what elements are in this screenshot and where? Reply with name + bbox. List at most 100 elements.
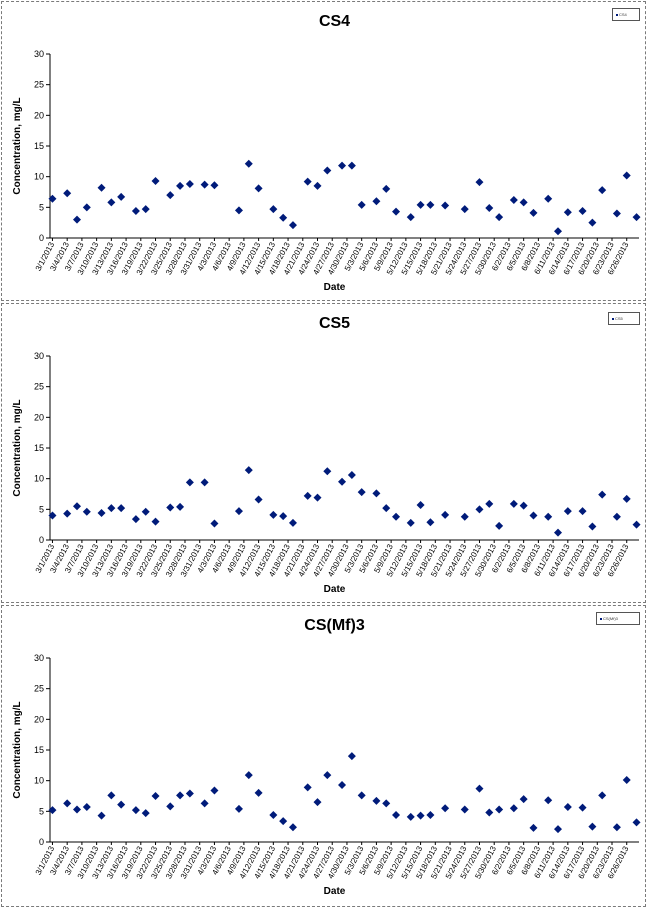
data-point xyxy=(107,791,116,800)
data-point xyxy=(176,791,185,800)
data-point xyxy=(544,796,553,805)
y-tick-label: 5 xyxy=(39,806,44,816)
data-point xyxy=(166,191,175,200)
data-point xyxy=(200,478,209,487)
data-point xyxy=(303,177,312,186)
data-point xyxy=(185,789,194,798)
y-tick-label: 10 xyxy=(34,172,44,182)
data-point xyxy=(544,194,553,203)
y-tick-label: 10 xyxy=(34,776,44,786)
data-point xyxy=(622,494,631,503)
data-point xyxy=(563,507,572,516)
data-point xyxy=(509,499,518,508)
data-point xyxy=(406,213,415,222)
data-point xyxy=(234,206,243,215)
data-point xyxy=(254,184,263,193)
y-tick-label: 0 xyxy=(39,837,44,847)
data-point xyxy=(254,788,263,797)
data-point xyxy=(63,509,72,518)
data-point xyxy=(485,499,494,508)
data-point xyxy=(48,194,57,203)
data-point xyxy=(279,817,288,826)
data-point xyxy=(563,208,572,217)
y-tick-label: 20 xyxy=(34,714,44,724)
data-point xyxy=(313,181,322,190)
data-point xyxy=(392,207,401,216)
data-point xyxy=(578,803,587,812)
data-point xyxy=(48,511,57,520)
data-point xyxy=(598,791,607,800)
data-point xyxy=(632,818,641,827)
data-point xyxy=(347,752,356,761)
legend-marker xyxy=(616,14,618,16)
x-axis-label: Date xyxy=(324,584,346,595)
chart-svg-cs4: CS40510152025303/1/20133/4/20133/7/20133… xyxy=(12,13,641,293)
data-point xyxy=(63,189,72,198)
data-point xyxy=(151,517,160,526)
data-point xyxy=(519,501,528,510)
data-point xyxy=(563,803,572,812)
data-point xyxy=(176,181,185,190)
data-point xyxy=(357,791,366,800)
data-point xyxy=(313,493,322,502)
data-point xyxy=(632,520,641,529)
data-point xyxy=(63,799,72,808)
chart-svg-csmf3: CS(Mf)30510152025303/1/20133/4/20133/7/2… xyxy=(12,617,641,897)
y-tick-label: 20 xyxy=(34,412,44,422)
data-point xyxy=(416,501,425,510)
data-point xyxy=(338,477,347,486)
data-point xyxy=(495,805,504,814)
data-point xyxy=(269,510,278,519)
legend-marker xyxy=(612,318,614,320)
data-point xyxy=(622,776,631,785)
data-point xyxy=(323,467,332,476)
data-point xyxy=(131,806,140,815)
data-point xyxy=(244,771,253,780)
data-point xyxy=(485,808,494,817)
data-point xyxy=(372,489,381,498)
data-point xyxy=(529,511,538,520)
data-point xyxy=(588,822,597,831)
data-point xyxy=(323,771,332,780)
chart-title: CS(Mf)3 xyxy=(304,617,365,634)
y-tick-label: 30 xyxy=(34,49,44,59)
data-point xyxy=(460,512,469,521)
data-point xyxy=(622,171,631,180)
data-point xyxy=(416,811,425,820)
data-point xyxy=(279,512,288,521)
chart-title: CS4 xyxy=(319,13,350,30)
data-point xyxy=(82,803,91,812)
data-point xyxy=(632,213,641,222)
data-point xyxy=(131,207,140,216)
chart-svg-cs5: CS50510152025303/1/20133/4/20133/7/20133… xyxy=(12,315,641,595)
data-point xyxy=(475,505,484,514)
data-point xyxy=(117,800,126,809)
data-point xyxy=(347,470,356,479)
data-point xyxy=(554,528,563,537)
data-point xyxy=(200,799,209,808)
data-point xyxy=(97,509,106,518)
y-tick-label: 25 xyxy=(34,684,44,694)
data-point xyxy=(426,811,435,820)
data-point xyxy=(107,504,116,513)
data-point xyxy=(254,495,263,504)
data-point xyxy=(460,205,469,214)
legend-label: CS5 xyxy=(615,316,623,321)
data-point xyxy=(460,805,469,814)
data-point xyxy=(612,512,621,521)
data-point xyxy=(372,796,381,805)
data-point xyxy=(72,502,81,511)
y-tick-label: 0 xyxy=(39,233,44,243)
y-tick-label: 5 xyxy=(39,504,44,514)
data-point xyxy=(485,203,494,212)
data-point xyxy=(323,166,332,175)
data-point xyxy=(578,507,587,516)
data-point xyxy=(588,218,597,227)
data-point xyxy=(234,804,243,813)
y-tick-label: 25 xyxy=(34,80,44,90)
data-point xyxy=(426,518,435,527)
legend-label: CS4 xyxy=(619,12,627,17)
data-point xyxy=(598,490,607,499)
data-point xyxy=(210,519,219,528)
legend-label: CS(Mf)3 xyxy=(603,616,618,621)
